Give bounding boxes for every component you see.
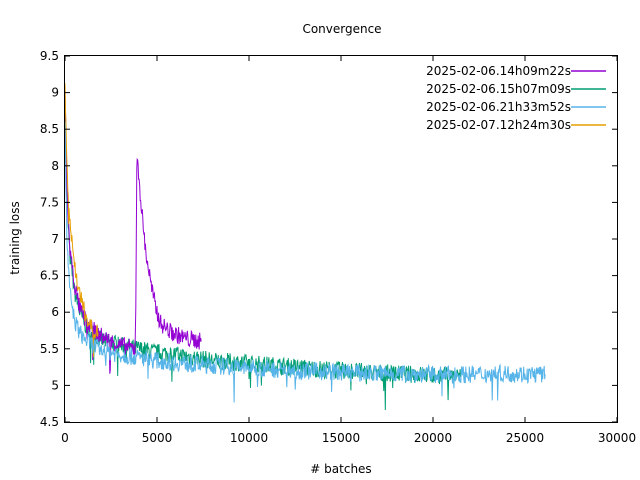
y-tick-label: 7 (51, 232, 59, 246)
y-tick-label: 5.5 (40, 342, 59, 356)
x-tick-label: 20000 (414, 431, 452, 445)
x-tick-label: 5000 (142, 431, 173, 445)
y-axis: 4.5 5 5.5 6 6.5 7 7.5 8 8.5 9 9.5 (40, 49, 617, 429)
legend-label-2: 2025-02-06.15h07m09s (426, 82, 571, 96)
y-tick-label: 4.5 (40, 415, 59, 429)
legend-label-4: 2025-02-07.12h24m30s (426, 118, 571, 132)
x-tick-label: 25000 (506, 431, 544, 445)
y-tick-label: 7.5 (40, 195, 59, 209)
x-tick-label: 15000 (322, 431, 360, 445)
x-axis: 0 5000 10000 15000 20000 25000 30000 (61, 56, 636, 445)
series-line-4 (64, 83, 99, 358)
x-tick-label: 10000 (230, 431, 268, 445)
y-tick-label: 6 (51, 305, 59, 319)
series-line-3 (64, 121, 546, 403)
y-tick-label: 6.5 (40, 269, 59, 283)
legend-label-3: 2025-02-06.21h33m52s (426, 100, 571, 114)
legend-label-1: 2025-02-06.14h09m22s (426, 64, 571, 78)
legend: 2025-02-06.14h09m22s 2025-02-06.15h07m09s… (426, 64, 606, 132)
x-axis-title: # batches (310, 462, 371, 476)
y-tick-label: 9.5 (40, 49, 59, 63)
plot-lines (64, 83, 546, 411)
y-tick-label: 8 (51, 159, 59, 173)
y-axis-title: training loss (8, 201, 22, 274)
chart-title: Convergence (302, 22, 381, 36)
x-tick-label: 30000 (598, 431, 636, 445)
y-tick-label: 5 (51, 378, 59, 392)
x-tick-label: 0 (61, 431, 69, 445)
y-tick-label: 9 (51, 86, 59, 100)
plot-frame (64, 55, 618, 423)
series-line-2 (64, 101, 462, 411)
y-tick-label: 8.5 (40, 122, 59, 136)
